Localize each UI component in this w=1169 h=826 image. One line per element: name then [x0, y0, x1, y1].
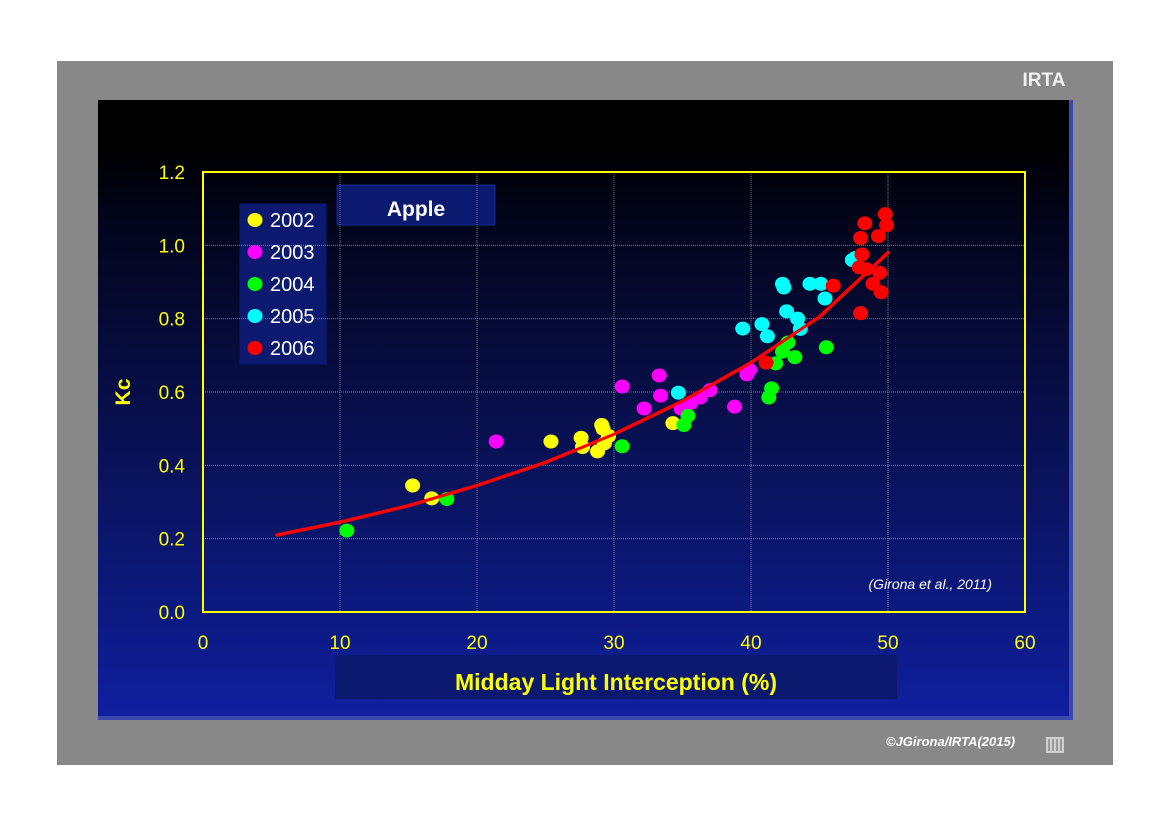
legend-label-2005: 2005: [270, 306, 315, 328]
data-point-2006: [857, 216, 873, 231]
data-point-2005: [735, 321, 751, 336]
data-point-2006: [854, 247, 870, 262]
legend-label-2002: 2002: [270, 210, 315, 232]
x-axis-label: Midday Light Interception (%): [455, 669, 777, 695]
data-point-2004: [339, 523, 355, 538]
data-point-2003: [727, 399, 743, 414]
legend-marker-2005: [247, 309, 263, 323]
legend-marker-2002: [247, 213, 263, 227]
data-point-2003: [636, 401, 652, 416]
title-box: [336, 184, 496, 226]
x-tick-label: 10: [329, 633, 350, 654]
x-tick-label: 40: [740, 633, 761, 654]
data-point-2004: [614, 439, 630, 454]
data-point-2006: [825, 278, 841, 293]
data-point-2005: [813, 276, 829, 291]
data-point-2005: [779, 304, 795, 319]
data-point-2006: [873, 285, 889, 300]
y-tick-label: 1.2: [159, 163, 185, 184]
fit-curve-line: [275, 250, 890, 537]
chart-title: Apple: [387, 198, 445, 221]
xlabel-box: [335, 655, 897, 699]
legend-marker-2003: [247, 245, 263, 259]
irta-logo: IRTA: [1022, 70, 1066, 91]
data-point-2006: [879, 218, 895, 233]
data-point-2006: [877, 207, 893, 222]
data-point-2006: [870, 229, 886, 244]
citation-annotation: (Girona et al., 2011): [869, 576, 992, 592]
legend-label-2004: 2004: [270, 274, 315, 296]
y-tick-label: 0.6: [159, 383, 185, 404]
data-point-2006: [872, 265, 888, 280]
data-point-2006: [758, 355, 774, 370]
x-tick-label: 20: [466, 633, 487, 654]
data-point-2002: [543, 434, 559, 449]
y-tick-label: 0.4: [159, 456, 186, 477]
y-tick-label: 0.8: [159, 310, 185, 331]
data-point-2006: [853, 306, 869, 321]
plot-layer: 0 10 20 30 40 50 60 0.0 0.2 0.4 0.6 0.8 1.0 1.2 2002 20…: [159, 163, 1036, 654]
data-point-2002: [405, 478, 421, 493]
data-point-2003: [651, 368, 667, 383]
data-point-2003: [614, 379, 630, 394]
copyright-credit: ©JGirona/IRTA(2015): [886, 734, 1016, 749]
y-axis-label: Kc: [112, 378, 135, 405]
plot-frame: [202, 171, 1026, 613]
y-tick-label: 0.2: [159, 530, 185, 551]
data-point-2004: [787, 350, 803, 365]
y-tick-label: 1.0: [159, 236, 185, 257]
data-point-2003: [653, 388, 669, 403]
x-tick-label: 0: [198, 633, 209, 654]
data-point-2005: [802, 276, 818, 291]
data-point-2005: [670, 385, 686, 400]
data-point-2004: [680, 408, 696, 423]
legend-label-2003: 2003: [270, 242, 315, 264]
data-point-2004: [764, 381, 780, 396]
data-point-2005: [776, 280, 792, 295]
building-icon: [1046, 737, 1064, 753]
data-point-2004: [818, 340, 834, 355]
data-point-2003: [488, 434, 504, 449]
x-tick-label: 30: [603, 633, 624, 654]
legend-marker-2006: [247, 341, 263, 355]
legend-label-2006: 2006: [270, 338, 315, 360]
fit-curve-line-top: [275, 251, 890, 537]
data-point-2005: [817, 291, 833, 306]
data-point-2005: [754, 317, 770, 332]
data-point-2006: [858, 262, 874, 277]
x-tick-label: 60: [1014, 633, 1035, 654]
data-point-2005: [759, 329, 775, 344]
data-point-2006: [853, 231, 869, 245]
legend-marker-2004: [247, 277, 263, 291]
y-tick-label: 0.0: [159, 603, 185, 624]
x-tick-label: 50: [877, 633, 898, 654]
chart-panel: [98, 100, 1073, 720]
